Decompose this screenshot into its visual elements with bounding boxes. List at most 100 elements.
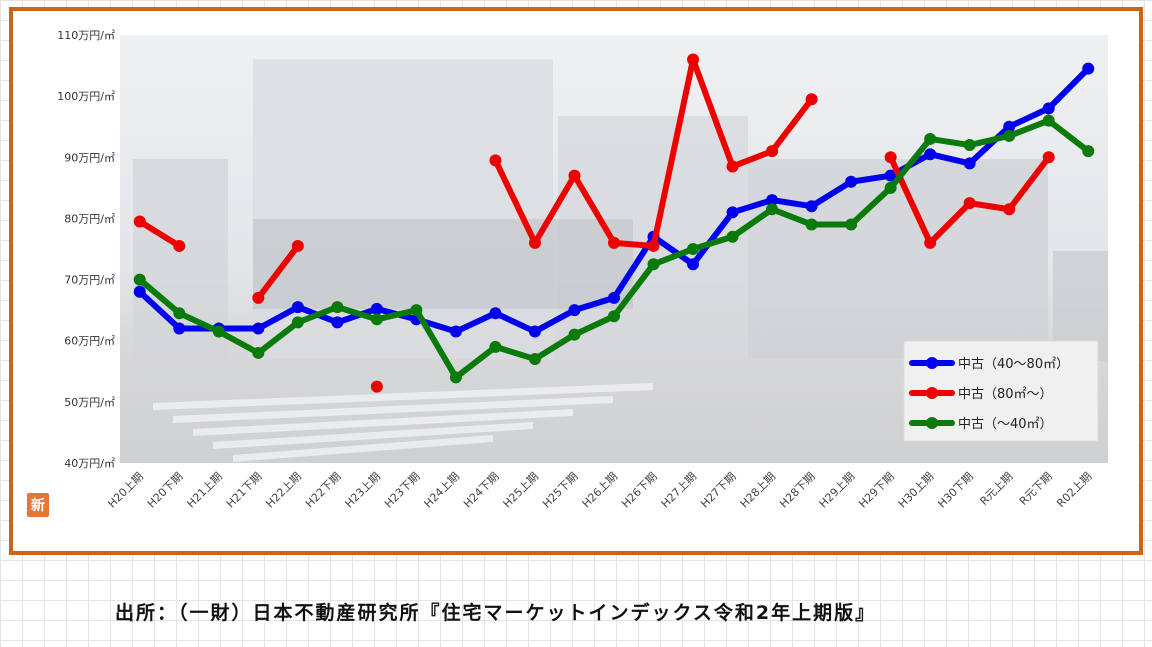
x-tick-label: H23上期 [342,470,383,511]
data-point [884,151,897,164]
new-badge-icon: 新 [27,493,49,517]
data-point [845,175,858,188]
background-building [253,219,633,309]
data-point [884,169,897,182]
legend-swatch-marker [926,417,938,429]
series-line [136,218,183,249]
data-point [845,218,858,231]
plot-background-photo [120,35,1108,463]
data-point [963,139,976,152]
data-point [924,236,937,249]
x-tick-label: H29下期 [856,470,897,511]
data-point [924,148,937,161]
x-tick-label: H20上期 [105,470,146,511]
data-point [449,371,462,384]
x-tick-label: H22下期 [303,470,344,511]
data-point [766,145,779,158]
data-point [687,53,700,66]
data-point [1003,203,1016,216]
data-point [1082,62,1095,75]
data-point [726,230,739,243]
data-point [252,346,265,359]
background-crosswalk [153,383,653,410]
data-point [291,301,304,314]
data-point [687,243,700,255]
data-point [1082,145,1095,158]
x-tick-label: H29上期 [817,470,858,511]
data-point [805,218,818,231]
data-point [568,328,581,341]
data-point [726,206,739,219]
x-tick-label: R元上期 [977,470,1015,508]
data-point [1042,102,1055,115]
background-crosswalk [233,435,493,462]
x-tick-label: H26上期 [580,470,621,511]
data-point [173,322,186,335]
data-point [291,316,304,329]
data-point [1003,129,1016,142]
data-point [647,258,660,271]
legend-swatch-marker [926,387,938,399]
data-point [528,325,541,338]
data-point [568,304,581,317]
y-tick-label: 60万円/㎡ [64,335,115,348]
background-crosswalk [173,396,613,423]
data-point [726,160,739,173]
y-tick-label: 40万円/㎡ [64,457,115,470]
background-crosswalk [193,409,573,436]
data-point [805,93,818,106]
x-tick-label: H25下期 [540,470,581,511]
data-point [133,285,146,298]
x-tick-label: H27上期 [659,470,700,511]
data-point [963,197,976,210]
data-point [608,236,620,249]
series [133,114,1095,384]
source-note: 出所：（一財）日本不動産研究所『住宅マーケットインデックス令和2年上期版』 [115,602,877,624]
data-point [133,273,146,286]
series-layer [133,53,1095,393]
x-tick-label: H30下期 [935,470,976,511]
legend-swatch-marker [926,357,938,369]
data-point [528,236,541,249]
x-tick-label: H26下期 [619,470,660,511]
y-axis: 40万円/㎡ 50万円/㎡ 60万円/㎡ 70万円/㎡ 80万円/㎡ 90万円/㎡ 100万… [57,29,115,470]
x-tick-label: H23下期 [382,470,423,511]
series-line [255,242,301,301]
data-point [370,313,383,326]
data-point [291,239,304,252]
x-tick-label: R元下期 [1017,470,1055,508]
x-tick-label: H20下期 [145,470,186,511]
y-tick-label: 110万円/㎡ [57,29,115,42]
data-point [647,239,660,252]
x-tick-label: H24下期 [461,470,502,511]
data-point [173,307,186,320]
data-point [331,301,344,314]
data-point [370,302,383,315]
data-point [884,181,897,194]
y-tick-label: 70万円/㎡ [64,274,115,287]
legend-label: 中古（～40㎡） [958,417,1053,432]
data-point [1042,114,1055,127]
y-tick-label: 50万円/㎡ [64,396,115,409]
data-point [963,157,976,170]
chart-frame: 40万円/㎡ 50万円/㎡ 60万円/㎡ 70万円/㎡ 80万円/㎡ 90万円/㎡ 100万… [9,7,1143,555]
background-crosswalk [213,422,533,449]
legend-label: 中古（80㎡～） [958,387,1053,402]
series [133,62,1095,338]
data-point [449,325,462,338]
y-tick-label: 100万円/㎡ [57,90,115,103]
data-point [805,200,818,213]
x-tick-label: H22上期 [263,470,304,511]
data-point [766,203,779,216]
data-point [133,215,146,228]
x-tick-label: H24上期 [422,470,463,511]
x-tick-label: H30上期 [896,470,937,511]
data-point [687,258,700,271]
data-point [252,322,265,335]
data-point [1042,151,1055,164]
series [133,53,1055,393]
data-point [608,291,620,304]
data-point [370,380,383,393]
legend-label: 中古（40～80㎡） [958,357,1069,372]
data-point [410,304,423,317]
